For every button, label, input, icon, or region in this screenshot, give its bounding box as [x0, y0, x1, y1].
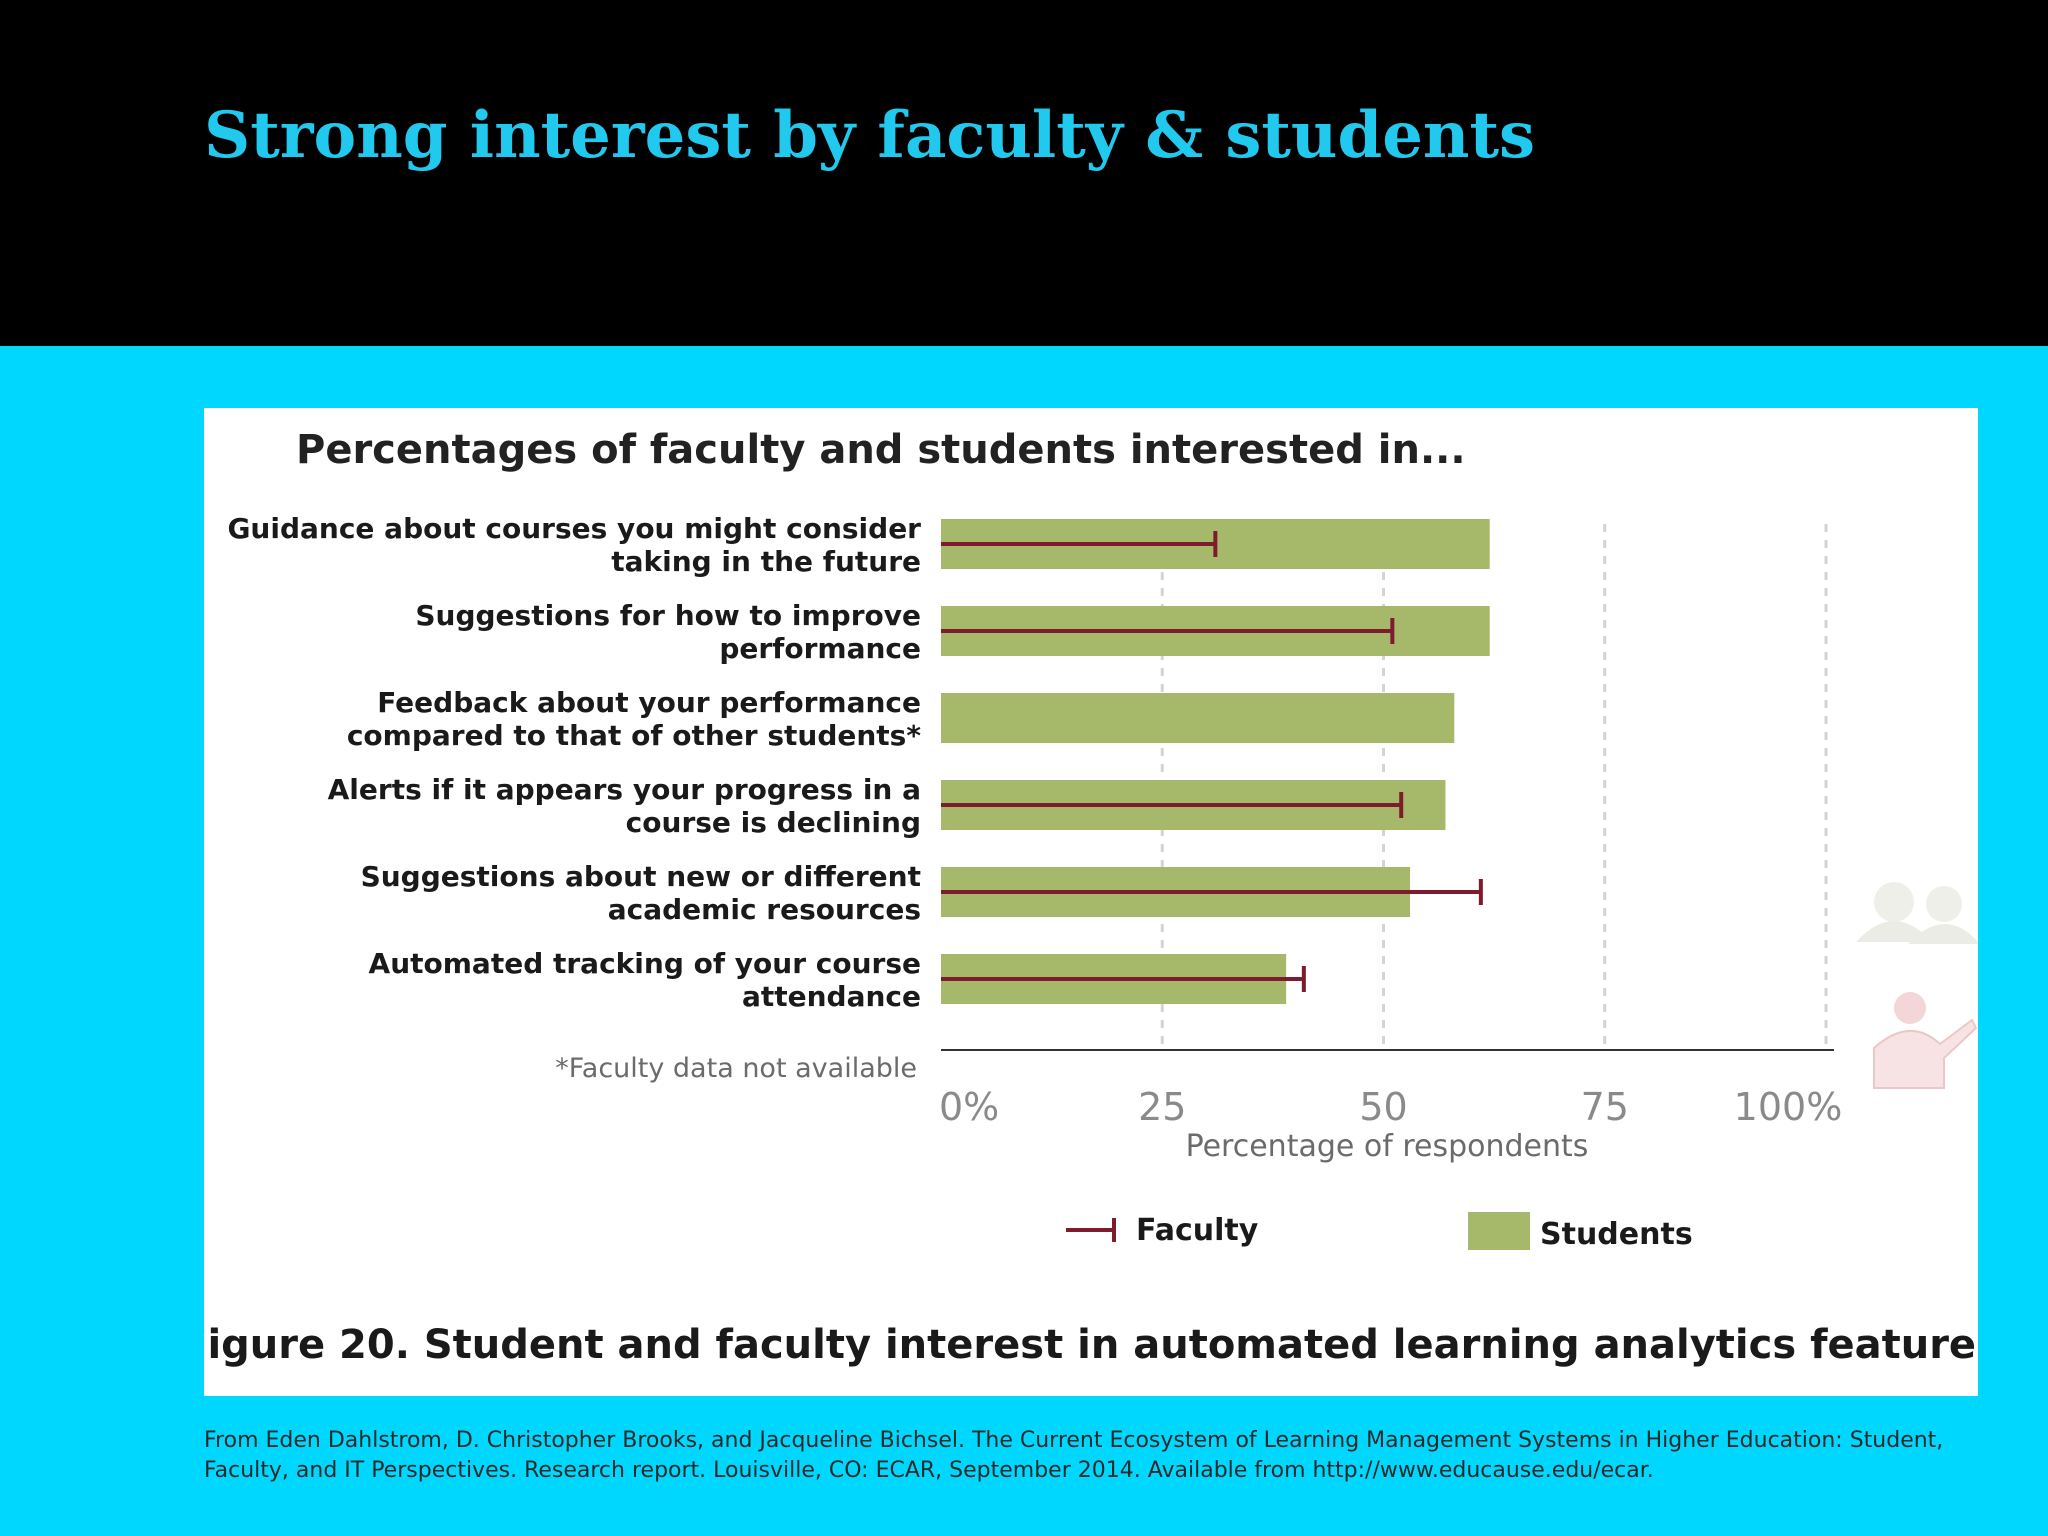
legend-students-label: Students [1540, 1217, 1693, 1252]
citation: From Eden Dahlstrom, D. Christopher Broo… [204, 1428, 1944, 1483]
presenter-icon [1873, 992, 1978, 1089]
chart: Percentages of faculty and students inte… [204, 427, 1978, 1368]
chart-title: Percentages of faculty and students inte… [296, 427, 1466, 473]
student-bar [941, 693, 1455, 743]
student-bars [941, 519, 1490, 1004]
category-labels: Guidance about courses you might conside… [227, 512, 921, 1013]
slide-title: Strong interest by faculty & students [204, 98, 1536, 173]
tick-label: 0% [939, 1085, 999, 1129]
title-band [0, 0, 2048, 346]
category-label: Suggestions for how to improve performanc… [415, 599, 921, 665]
category-label: Guidance about courses you might conside… [227, 512, 921, 578]
tick-label: 50 [1359, 1085, 1407, 1129]
legend-students-swatch [1468, 1212, 1530, 1250]
figure-caption: Figure 20. Student and faculty interest … [204, 1322, 1978, 1368]
x-axis-title: Percentage of respondents [1186, 1129, 1589, 1164]
legend-faculty-label: Faculty [1136, 1213, 1259, 1248]
faculty-markers [941, 531, 1483, 992]
category-label: Automated tracking of your course attenda… [369, 947, 921, 1013]
tick-label: 75 [1581, 1085, 1629, 1129]
figure-panel: Percentages of faculty and students inte… [204, 408, 1978, 1396]
category-label: Suggestions about new or different academ… [361, 860, 921, 926]
tick-label: 100% [1734, 1085, 1843, 1129]
tick-label: 25 [1138, 1085, 1186, 1129]
legend: Faculty Students [1066, 1212, 1693, 1252]
category-label: Feedback about your performance compared … [347, 686, 922, 752]
people-icon [1856, 882, 1978, 944]
footnote: *Faculty data not available [555, 1053, 917, 1084]
x-axis-ticks: 0% 25 50 75 100% [939, 1085, 1842, 1129]
